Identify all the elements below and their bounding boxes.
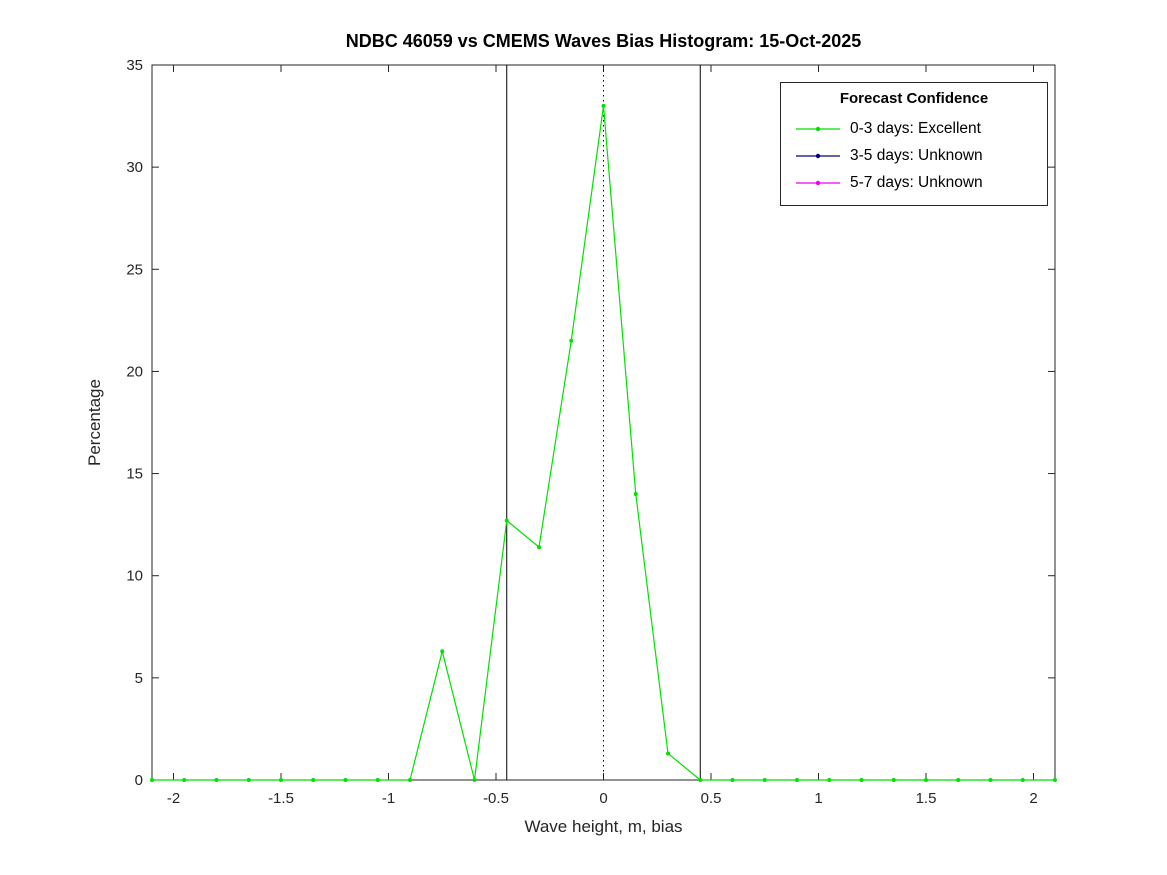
series-marker-0: [666, 751, 670, 756]
legend-entry-0: 0-3 days: Excellent: [781, 115, 1047, 142]
y-tick-label: 25: [126, 261, 143, 278]
series-marker-0: [827, 778, 832, 782]
x-axis-label: Wave height, m, bias: [524, 817, 682, 836]
series-marker-0: [1053, 778, 1057, 782]
legend-entry-label: 0-3 days: Excellent: [850, 119, 981, 137]
x-tick-label: -0.5: [483, 790, 509, 807]
series-marker-0: [408, 778, 412, 782]
series-marker-0: [440, 649, 445, 654]
series-marker-0: [504, 518, 509, 523]
legend-entry-label: 3-5 days: Unknown: [850, 146, 983, 164]
legend-marker-dot-icon: [815, 180, 821, 185]
x-tick-label: 1.5: [916, 790, 937, 807]
series-marker-0: [859, 778, 864, 782]
series-marker-0: [182, 778, 187, 782]
series-marker-0: [472, 778, 477, 782]
legend-marker-dot-icon: [815, 153, 821, 158]
series-marker-0: [698, 778, 703, 782]
y-tick-label: 10: [126, 568, 143, 585]
series-marker-0: [279, 778, 283, 782]
legend-entry-1: 3-5 days: Unknown: [781, 142, 1047, 169]
y-tick-label: 0: [135, 772, 143, 789]
series-marker-0: [375, 778, 380, 782]
legend-marker-dot-icon: [815, 126, 821, 131]
x-tick-label: -1.5: [268, 790, 294, 807]
series-marker-0: [343, 778, 348, 782]
series-marker-0: [956, 778, 961, 782]
legend-title: Forecast Confidence: [839, 90, 989, 107]
legend-line-swatch: [796, 180, 840, 185]
series-marker-0: [246, 778, 251, 782]
series-marker-0: [311, 778, 316, 782]
x-tick-label: -2: [167, 790, 180, 807]
y-axis-label: Percentage: [85, 379, 104, 466]
y-tick-label: 35: [126, 57, 143, 74]
legend-entries: 0-3 days: Excellent 3-5 days: Unknown 5-7 …: [781, 115, 1047, 196]
series-marker-0: [537, 545, 541, 550]
legend: Forecast Confidence 0-3 days: Excellent 3…: [780, 82, 1048, 206]
series-marker-0: [569, 338, 574, 343]
legend-line-swatch: [796, 153, 840, 158]
series-marker-0: [988, 778, 993, 782]
y-tick-label: 15: [126, 466, 143, 483]
chart-title: NDBC 46059 vs CMEMS Waves Bias Histogram…: [346, 31, 862, 51]
y-tick-label: 30: [126, 159, 143, 176]
x-tick-label: 2: [1029, 790, 1037, 807]
series-marker-0: [633, 492, 638, 496]
series-marker-0: [150, 778, 154, 782]
series-marker-0: [924, 778, 928, 782]
series-marker-0: [795, 778, 799, 782]
legend-entry-2: 5-7 days: Unknown: [781, 169, 1047, 196]
y-tick-label: 20: [126, 363, 143, 380]
series-line-0: [152, 105, 1055, 781]
x-tick-label: -1: [382, 790, 395, 807]
x-tick-label: 0.5: [701, 790, 722, 807]
series-marker-0: [214, 778, 219, 782]
series-marker-0: [1020, 778, 1025, 782]
legend-line-swatch: [796, 126, 840, 131]
series-marker-0: [730, 778, 735, 782]
series-marker-0: [601, 103, 606, 108]
series-marker-0: [762, 778, 767, 782]
legend-entry-label: 5-7 days: Unknown: [850, 173, 983, 191]
x-tick-label: 1: [814, 790, 822, 807]
series-marker-0: [891, 778, 896, 782]
y-tick-label: 5: [135, 670, 143, 687]
x-tick-label: 0: [599, 790, 607, 807]
